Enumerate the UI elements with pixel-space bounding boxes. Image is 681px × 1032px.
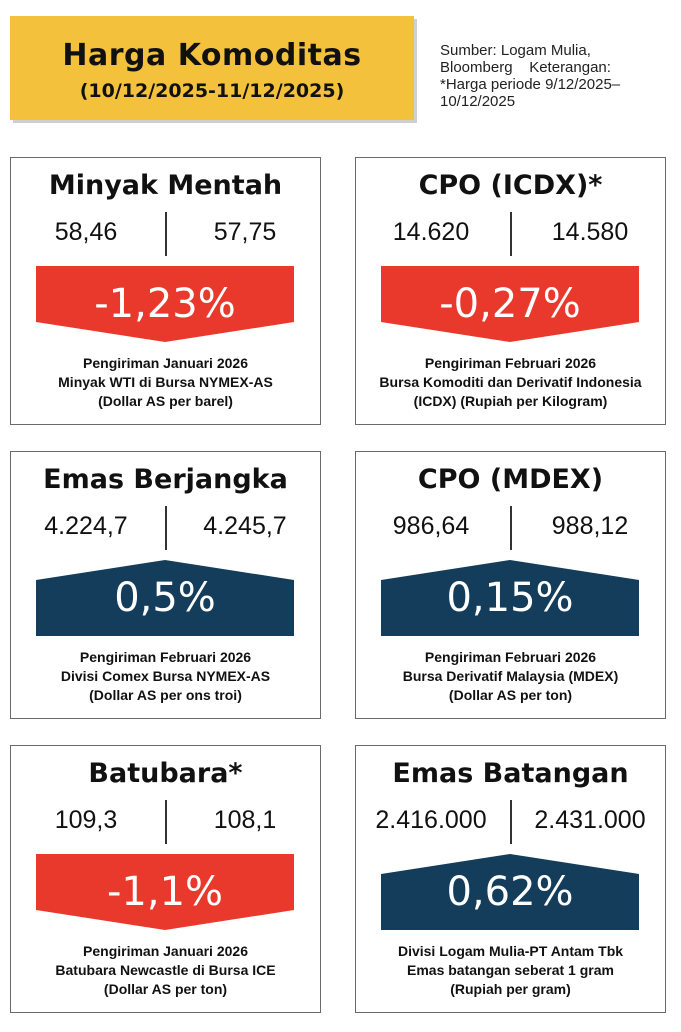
card-title: Batubara*	[88, 758, 243, 789]
note-line: Pengiriman Februari 2026	[424, 649, 597, 665]
down-arrow-mark	[36, 854, 294, 930]
previous-price: 4.224,7	[44, 512, 128, 540]
note-line: (Dollar AS per ons troi)	[89, 687, 242, 703]
note-line: Minyak WTI di Bursa NYMEX-AS	[58, 374, 273, 390]
card-title: CPO (ICDX)*	[418, 170, 603, 201]
value-divider	[510, 506, 512, 550]
previous-price: 109,3	[54, 806, 118, 834]
previous-price: 986,64	[392, 512, 470, 540]
commodity-card-emas-berjangka: Emas Berjangka 4.224,7 4.245,7 0,5% Peng…	[10, 451, 321, 719]
commodity-card-cpo-mdex: CPO (MDEX) 986,64 988,12 0,15% Pengirima…	[355, 451, 666, 719]
current-price: 2.431.000	[534, 806, 646, 834]
change-percent: 0,62%	[446, 869, 574, 915]
note-line: Divisi Logam Mulia-PT Antam Tbk	[397, 943, 624, 959]
value-divider	[510, 212, 512, 256]
current-price: 4.245,7	[203, 512, 287, 540]
change-arrow-shape	[381, 854, 639, 930]
note-line: Divisi Comex Bursa NYMEX-AS	[60, 668, 271, 684]
value-divider	[165, 800, 167, 844]
note-line: Pengiriman Februari 2026	[424, 355, 597, 371]
source-line: *Harga periode 9/12/2025–	[440, 76, 621, 93]
source-line: Sumber: Logam Mulia,	[440, 42, 591, 59]
card-note: Pengiriman Februari 2026 Divisi Comex Bu…	[15, 648, 316, 705]
change-arrow-shape	[36, 266, 294, 342]
card-title: CPO (MDEX)	[417, 464, 604, 495]
commodity-card-batubara: Batubara* 109,3 108,1 -1,1% Pengiriman J…	[10, 745, 321, 1013]
commodity-card-cpo-icdx: CPO (ICDX)* 14.620 14.580 -0,27% Pengiri…	[355, 157, 666, 425]
card-note: Divisi Logam Mulia-PT Antam Tbk Emas bat…	[360, 942, 661, 999]
current-price: 14.580	[551, 218, 629, 246]
commodity-card-emas-batangan: Emas Batangan 2.416.000 2.431.000 0,62% …	[355, 745, 666, 1013]
change-percent: -1,1%	[106, 869, 224, 915]
change-percent: 0,15%	[446, 575, 574, 621]
current-price: 988,12	[551, 512, 629, 540]
up-arrow-mark	[381, 854, 639, 930]
value-divider	[165, 506, 167, 550]
current-price: 108,1	[213, 806, 277, 834]
note-line: (Dollar AS per barel)	[98, 393, 233, 409]
change-arrow-shape	[36, 560, 294, 636]
note-line: (Dollar AS per ton)	[448, 687, 573, 703]
down-arrow-mark	[36, 266, 294, 342]
source-note: Sumber: Logam Mulia, Bloomberg Keteranga…	[440, 42, 675, 110]
note-line: Pengiriman Januari 2026	[83, 943, 248, 959]
current-price: 57,75	[213, 218, 277, 246]
up-arrow-mark	[36, 560, 294, 636]
down-arrow-mark	[381, 266, 639, 342]
change-arrow-shape	[36, 854, 294, 930]
card-note: Pengiriman Januari 2026 Batubara Newcast…	[15, 942, 316, 999]
card-title: Minyak Mentah	[48, 170, 283, 201]
page-title: Harga Komoditas	[62, 38, 362, 73]
note-line: (ICDX) (Rupiah per Kilogram)	[413, 393, 608, 409]
change-arrow-shape	[381, 266, 639, 342]
card-note: Pengiriman Februari 2026 Bursa Komoditi …	[360, 354, 661, 411]
change-percent: 0,5%	[114, 575, 216, 621]
previous-price: 58,46	[54, 218, 118, 246]
note-line: (Rupiah per gram)	[450, 981, 571, 997]
header-banner: Harga Komoditas (10/12/2025-11/12/2025)	[10, 16, 414, 120]
previous-price: 14.620	[392, 218, 470, 246]
note-line: Batubara Newcastle di Bursa ICE	[55, 962, 276, 978]
note-line: Bursa Derivatif Malaysia (MDEX)	[402, 668, 619, 684]
note-line: Bursa Komoditi dan Derivatif Indonesia	[379, 374, 642, 390]
note-line: Emas batangan seberat 1 gram	[407, 962, 614, 978]
change-arrow-shape	[381, 560, 639, 636]
up-arrow-mark	[381, 560, 639, 636]
change-percent: -1,23%	[94, 281, 236, 327]
previous-price: 2.416.000	[375, 806, 487, 834]
card-title: Emas Berjangka	[43, 464, 288, 495]
source-line: Bloomberg Keterangan:	[440, 59, 611, 76]
note-line: Pengiriman Januari 2026	[83, 355, 248, 371]
value-divider	[510, 800, 512, 844]
period-label: (10/12/2025-11/12/2025)	[79, 80, 345, 102]
card-note: Pengiriman Januari 2026 Minyak WTI di Bu…	[15, 354, 316, 411]
note-line: (Dollar AS per ton)	[103, 981, 228, 997]
note-line: Pengiriman Februari 2026	[79, 649, 252, 665]
card-title: Emas Batangan	[392, 758, 629, 789]
card-note: Pengiriman Februari 2026 Bursa Derivatif…	[360, 648, 661, 705]
source-line: 10/12/2025	[440, 93, 516, 110]
commodity-card-minyak-mentah: Minyak Mentah 58,46 57,75 -1,23% Pengiri…	[10, 157, 321, 425]
change-percent: -0,27%	[439, 281, 581, 327]
value-divider	[165, 212, 167, 256]
